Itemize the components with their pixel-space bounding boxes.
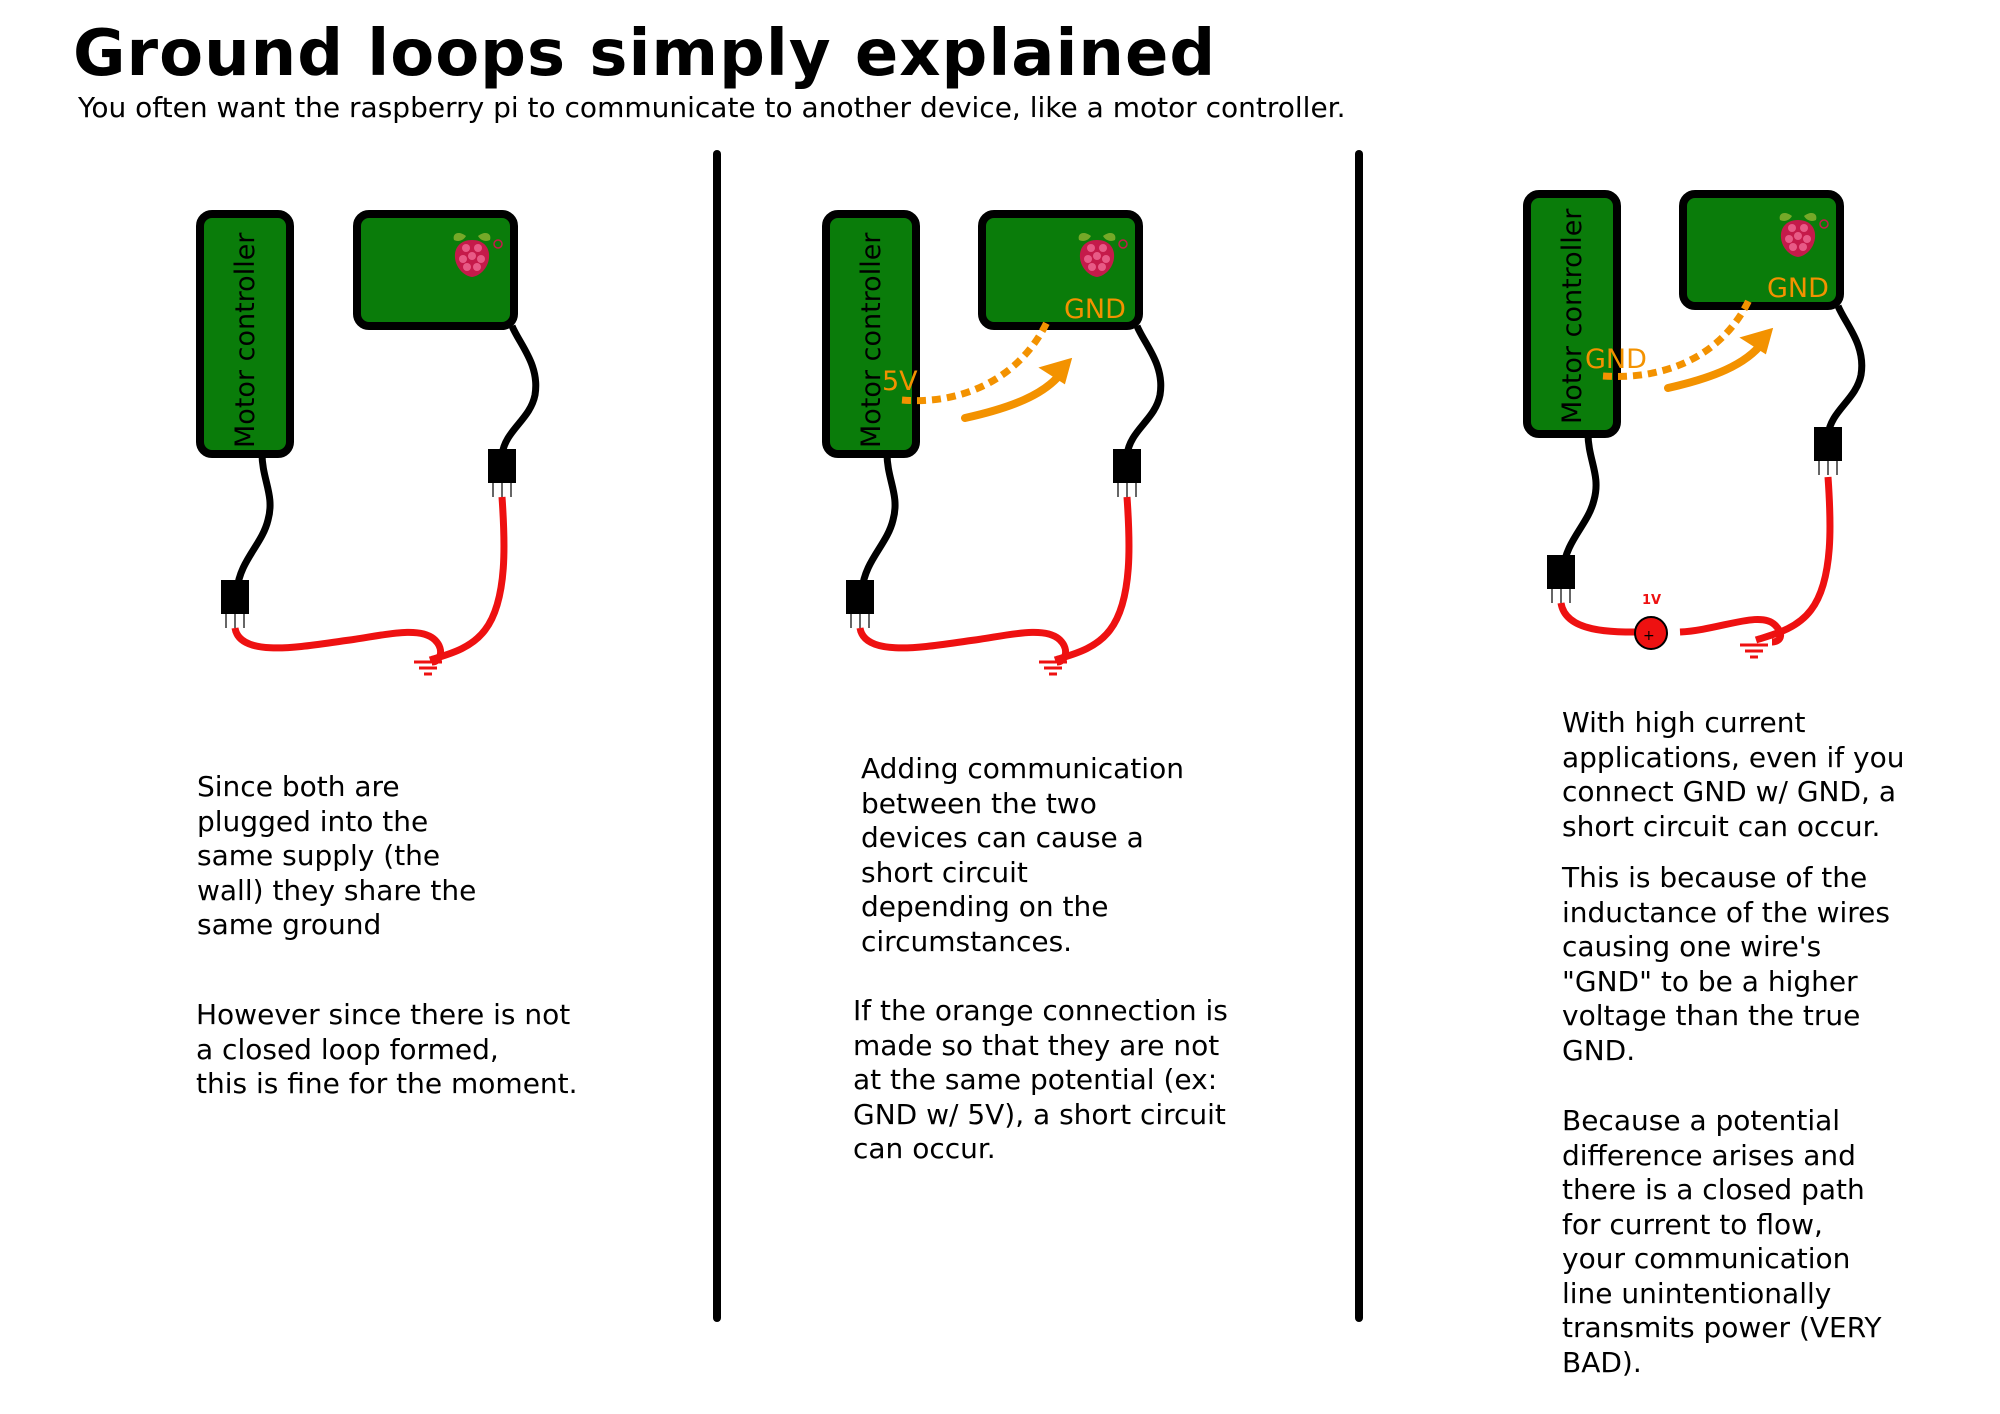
ground-symbol-icon xyxy=(1738,643,1770,659)
page-title: Ground loops simply explained xyxy=(73,17,1217,91)
five-v-label: 5V xyxy=(882,366,918,397)
panel1-paragraph-2: However since there is not a closed loop… xyxy=(196,998,578,1100)
panel3-diagram: Motor controller + 1V GND GND xyxy=(1523,190,1866,659)
motor-controller-plug-icon xyxy=(846,580,874,628)
orange-signal-link xyxy=(901,318,1052,405)
panel3-paragraph-2: This is because of the inductance of the… xyxy=(1562,861,1890,1067)
raspberry-pi-ground-wire xyxy=(428,496,508,664)
motor-controller-board xyxy=(196,210,294,458)
motor-controller-plug-icon xyxy=(1547,555,1575,603)
voltage-source-icon xyxy=(1634,616,1668,650)
raspberry-pi-plug-icon xyxy=(1814,427,1842,475)
motor-controller-board xyxy=(822,210,920,458)
orange-arrow-shaft xyxy=(961,368,1066,422)
page-subtitle: You often want the raspberry pi to commu… xyxy=(78,91,1346,124)
orange-arrow-head-icon xyxy=(1038,357,1073,385)
panel2-diagram: Motor controller GND 5V xyxy=(822,210,1165,676)
panel1-diagram: Motor controller xyxy=(196,210,540,676)
raspberry-pi-plug-icon xyxy=(488,449,516,497)
orange-arrow-head-icon xyxy=(1739,327,1774,355)
panel3-paragraph-1: With high current applications, even if … xyxy=(1562,706,1905,843)
raspberry-pi-ground-wire xyxy=(1754,476,1834,644)
one-v-label: 1V xyxy=(1642,593,1661,608)
gnd-label: GND xyxy=(1064,294,1126,325)
raspberry-pi-plug-icon xyxy=(1113,449,1141,497)
registered-mark-icon xyxy=(1819,219,1829,229)
registered-mark-icon xyxy=(493,239,503,249)
motor-controller-label: Motor controller xyxy=(1557,208,1588,424)
raspberry-pi-cable xyxy=(498,324,540,456)
raspberry-pi-cable xyxy=(1123,324,1165,456)
motor-controller-label: Motor controller xyxy=(230,232,261,448)
motor-controller-plug-icon xyxy=(221,580,249,628)
motor-controller-cable xyxy=(1559,432,1600,571)
gnd-label-pi: GND xyxy=(1767,273,1829,304)
raspberry-pi-ground-wire xyxy=(1053,496,1133,664)
motor-controller-board xyxy=(1523,190,1621,438)
motor-controller-ground-wire xyxy=(856,626,1070,666)
raspberry-pi-cable xyxy=(1824,304,1866,436)
panel2-paragraph-2: If the orange connection is made so that… xyxy=(853,994,1228,1165)
orange-signal-link xyxy=(1602,298,1753,380)
panel2-paragraph-1: Adding communication between the two dev… xyxy=(861,752,1184,958)
orange-arrow-shaft xyxy=(1664,338,1767,392)
panel3-paragraph-3: Because a potential difference arises an… xyxy=(1562,1104,1882,1379)
motor-controller-cable xyxy=(858,452,899,591)
raspberry-pi-board xyxy=(353,210,518,330)
motor-controller-ground-wire-2 xyxy=(1679,615,1785,646)
gnd-label-motor-controller: GND xyxy=(1585,344,1647,375)
motor-controller-ground-wire xyxy=(231,626,445,666)
motor-controller-label: Motor controller xyxy=(856,232,887,448)
voltage-plus-icon: + xyxy=(1643,628,1655,644)
motor-controller-cable xyxy=(233,452,274,591)
panel1-paragraph-1: Since both are plugged into the same sup… xyxy=(197,770,477,941)
registered-mark-icon xyxy=(1118,239,1128,249)
